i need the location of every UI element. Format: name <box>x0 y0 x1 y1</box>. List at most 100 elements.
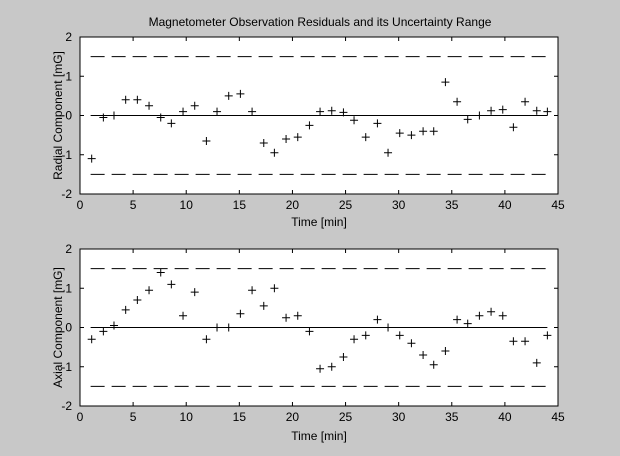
y-tick-label: -2 <box>61 399 72 413</box>
data-point-marker <box>179 311 188 320</box>
data-point-marker <box>156 113 165 122</box>
data-point-marker <box>361 133 370 142</box>
x-ticks: 0 5 10 15 20 25 30 35 40 45 <box>77 37 565 212</box>
x-tick-label: 10 <box>180 410 194 424</box>
data-point-marker <box>121 95 130 104</box>
x-tick-label: 0 <box>77 410 84 424</box>
data-point-marker <box>475 311 484 320</box>
data-point-marker <box>498 105 507 114</box>
data-point-marker <box>373 315 382 324</box>
y-ticks: -2 -1 0 1 2 <box>61 30 558 201</box>
data-point-marker <box>248 107 257 116</box>
x-tick-label: 25 <box>339 198 353 212</box>
data-point-marker <box>270 284 279 293</box>
data-point-marker <box>509 337 518 346</box>
data-point-marker <box>543 331 552 340</box>
radial-component-plot: -2 -1 0 1 2 0 5 10 15 20 25 30 35 40 45 Time [min] Ra… <box>51 30 565 229</box>
data-point-marker <box>133 95 142 104</box>
data-point-marker <box>145 286 154 295</box>
data-point-marker <box>463 319 472 328</box>
data-point-marker <box>248 286 257 295</box>
x-tick-label: 20 <box>286 410 300 424</box>
data-point-marker <box>509 123 518 132</box>
data-point-marker <box>167 119 176 128</box>
x-tick-label: 40 <box>498 198 512 212</box>
y-tick-label: -1 <box>61 148 72 162</box>
x-axis-label: Time [min] <box>291 215 347 229</box>
x-tick-label: 0 <box>77 198 84 212</box>
data-point-marker <box>487 307 496 316</box>
data-point-marker <box>419 127 428 136</box>
y-ticks: -2 -1 0 1 2 <box>61 242 558 413</box>
data-point-marker <box>327 362 336 371</box>
x-tick-label: 20 <box>286 198 300 212</box>
data-point-marker <box>316 107 325 116</box>
data-point-marker <box>282 135 291 144</box>
y-tick-label: 2 <box>65 30 72 44</box>
y-tick-label: 0 <box>65 109 72 123</box>
x-tick-label: 35 <box>445 198 459 212</box>
data-point-marker <box>282 313 291 322</box>
data-point-marker <box>339 352 348 361</box>
x-tick-label: 15 <box>233 410 247 424</box>
y-tick-label: 0 <box>65 321 72 335</box>
data-point-marker <box>316 364 325 373</box>
x-tick-label: 10 <box>180 198 194 212</box>
data-point-marker <box>213 323 222 332</box>
data-point-marker <box>236 309 245 318</box>
x-tick-label: 30 <box>392 198 406 212</box>
data-point-marker <box>224 323 233 332</box>
x-tick-label: 30 <box>392 410 406 424</box>
y-tick-label: 1 <box>65 69 72 83</box>
data-point-marker <box>259 301 268 310</box>
data-point-marker <box>190 288 199 297</box>
data-point-marker <box>270 148 279 157</box>
x-ticks: 0 5 10 15 20 25 30 35 40 45 <box>77 249 565 424</box>
data-point-marker <box>441 78 450 87</box>
data-point-marker <box>521 97 530 106</box>
x-tick-label: 45 <box>551 410 565 424</box>
axial-component-plot: -2 -1 0 1 2 0 5 10 15 20 25 30 35 40 45 Time [min] Ax… <box>51 242 565 443</box>
data-point-marker <box>293 133 302 142</box>
x-axis-label: Time [min] <box>291 429 347 443</box>
data-point-marker <box>109 321 118 330</box>
data-point-marker <box>441 347 450 356</box>
data-point-marker <box>236 89 245 98</box>
data-point-marker <box>259 138 268 147</box>
y-tick-label: 2 <box>65 242 72 256</box>
data-point-marker <box>99 327 108 336</box>
data-point-marker <box>305 327 314 336</box>
data-point-marker <box>179 107 188 116</box>
data-point-marker <box>156 268 165 277</box>
chart-title: Magnetometer Observation Residuals and i… <box>149 15 492 29</box>
data-point-marker <box>327 106 336 115</box>
data-point-marker <box>475 111 484 120</box>
data-point-marker <box>532 358 541 367</box>
data-point-marker <box>521 337 530 346</box>
data-point-marker <box>498 311 507 320</box>
data-point-marker <box>202 137 211 146</box>
data-point-marker <box>453 315 462 324</box>
data-point-marker <box>429 127 438 136</box>
data-point-marker <box>395 331 404 340</box>
data-point-marker <box>384 148 393 157</box>
data-point-marker <box>190 101 199 110</box>
data-point-marker <box>109 111 118 120</box>
y-axis-label: Radial Component [mG] <box>51 51 65 180</box>
data-point-marker <box>87 335 96 344</box>
x-tick-label: 5 <box>130 198 137 212</box>
data-point-marker <box>532 106 541 115</box>
data-point-marker <box>145 101 154 110</box>
data-point-marker <box>407 131 416 140</box>
y-tick-label: -1 <box>61 360 72 374</box>
data-point-marker <box>133 296 142 305</box>
data-point-marker <box>87 154 96 163</box>
data-point-marker <box>407 339 416 348</box>
data-point-marker <box>305 121 314 130</box>
data-point-marker <box>167 280 176 289</box>
data-point-marker <box>384 323 393 332</box>
data-point-marker <box>453 97 462 106</box>
x-tick-label: 25 <box>339 410 353 424</box>
data-point-marker <box>543 107 552 116</box>
